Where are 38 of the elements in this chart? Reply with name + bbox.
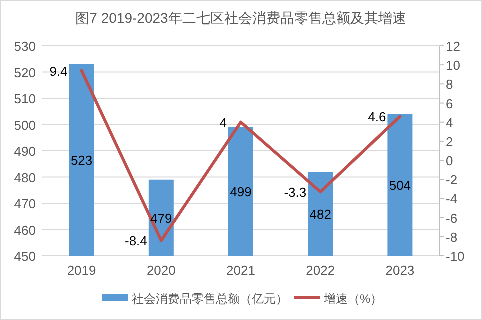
chart-title: 图7 2019-2023年二七区社会消费品零售总额及其增速 xyxy=(76,10,406,26)
y-tick-label: 490 xyxy=(14,144,36,159)
y2-tick-label: 4 xyxy=(446,115,454,130)
x-tick-label: 2023 xyxy=(386,263,415,278)
legend-label: 增速（%） xyxy=(323,292,383,306)
y2-tick-label: -4 xyxy=(446,192,458,207)
y2-tick-label: 2 xyxy=(446,134,454,150)
data-label: 4 xyxy=(220,115,227,130)
data-label: 4.6 xyxy=(368,110,386,125)
y2-tick-label: -6 xyxy=(446,210,458,226)
data-label: 499 xyxy=(230,184,252,200)
data-label: 523 xyxy=(70,153,93,168)
data-label: 482 xyxy=(310,207,332,222)
y2-tick-label: 0 xyxy=(446,154,454,169)
y-tick-label: 460 xyxy=(14,222,36,238)
x-tick-label: 2022 xyxy=(306,263,336,278)
legend-label: 社会消费品零售总额（亿元） xyxy=(132,292,288,306)
data-label: 9.4 xyxy=(50,64,68,79)
x-tick-label: 2020 xyxy=(146,263,176,278)
y2-tick-label: 10 xyxy=(446,58,460,74)
y-tick-label: 530 xyxy=(14,39,36,54)
y-tick-label: 500 xyxy=(14,118,36,133)
y-tick-label: 480 xyxy=(14,170,36,186)
y2-tick-label: 12 xyxy=(446,39,460,54)
y2-tick-label: 6 xyxy=(446,96,454,112)
y-tick-label: 510 xyxy=(14,92,36,106)
data-label: -8.4 xyxy=(124,234,148,249)
data-label: -3.3 xyxy=(284,185,307,200)
x-tick-label: 2019 xyxy=(67,263,96,278)
data-label: 504 xyxy=(389,178,412,194)
y2-tick-label: -10 xyxy=(446,249,465,264)
y2-tick-label: 8 xyxy=(446,77,454,92)
y-tick-label: 470 xyxy=(14,196,36,212)
y-tick-label: 450 xyxy=(14,249,36,264)
x-tick-label: 2021 xyxy=(226,263,256,278)
y-tick-label: 520 xyxy=(14,65,36,80)
y2-tick-label: -2 xyxy=(446,172,458,188)
y2-tick-label: -8 xyxy=(446,230,458,245)
